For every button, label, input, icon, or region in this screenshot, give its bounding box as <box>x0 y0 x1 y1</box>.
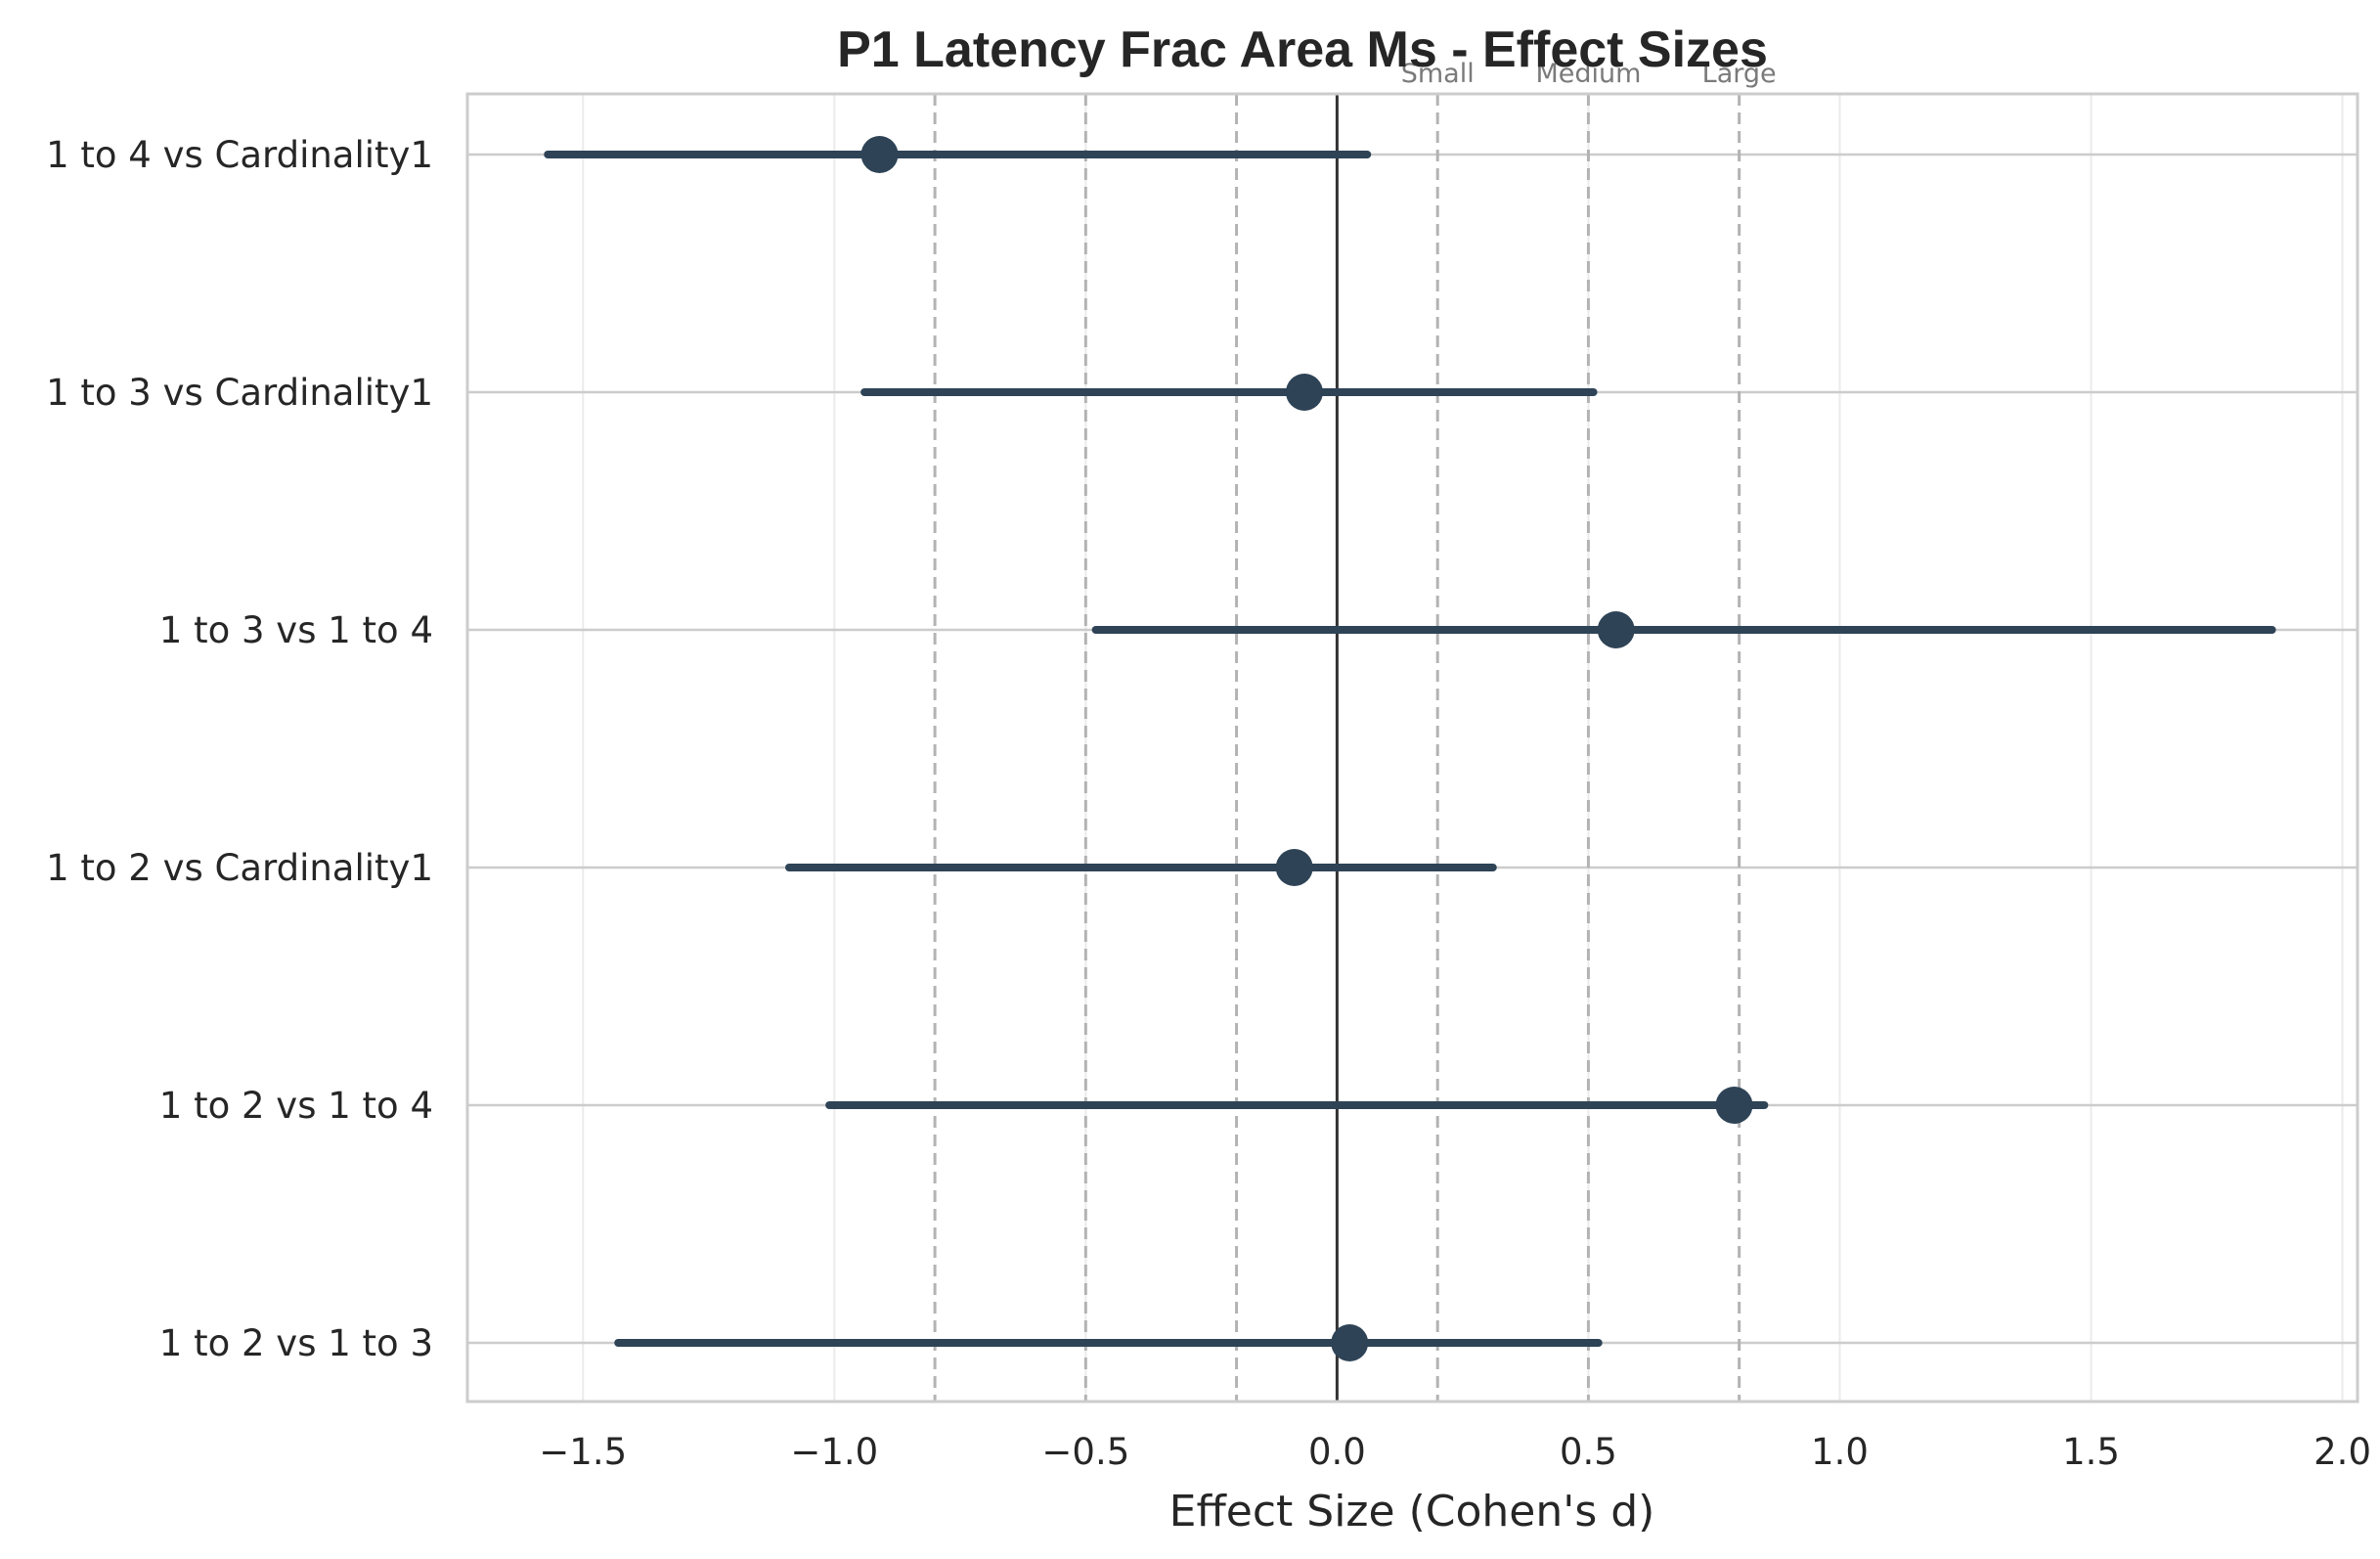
y-tick-label: 1 to 2 vs 1 to 3 <box>159 1322 433 1364</box>
reference-line-label: Small <box>1401 59 1475 89</box>
x-tick-label: 1.5 <box>2062 1431 2120 1473</box>
x-tick-labels: −1.5 −1.0 −0.5 0.0 0.5 1.0 1.5 2.0 <box>539 1431 2371 1473</box>
data-layer <box>544 136 2276 1361</box>
y-tick-label: 1 to 4 vs Cardinality1 <box>46 134 433 176</box>
effect-size-point <box>1597 611 1635 648</box>
effect-size-point <box>1715 1087 1753 1124</box>
x-tick-label: 1.0 <box>1811 1431 1869 1473</box>
plot-area-background <box>467 94 2358 1402</box>
x-tick-label: 2.0 <box>2314 1431 2371 1473</box>
x-tick-label: −0.5 <box>1041 1431 1129 1473</box>
y-tick-label: 1 to 3 vs 1 to 4 <box>159 609 433 651</box>
y-tick-label: 1 to 3 vs Cardinality1 <box>46 372 433 414</box>
x-tick-label: −1.0 <box>790 1431 878 1473</box>
chart-title: P1 Latency Frac Area Ms - Effect Sizes <box>837 22 1768 78</box>
x-axis-label: Effect Size (Cohen's d) <box>1169 1487 1655 1537</box>
effect-size-point <box>860 136 899 173</box>
effect-size-point <box>1285 374 1323 411</box>
y-tick-label: 1 to 2 vs Cardinality1 <box>46 847 433 889</box>
x-tick-label: −1.5 <box>539 1431 627 1473</box>
reference-line-label: Large <box>1702 59 1777 89</box>
y-tick-labels: 1 to 4 vs Cardinality1 1 to 3 vs Cardinal… <box>46 134 433 1364</box>
effect-size-point <box>1331 1324 1369 1361</box>
effect-size-point <box>1275 849 1313 886</box>
y-tick-label: 1 to 2 vs 1 to 4 <box>159 1085 433 1127</box>
x-tick-label: 0.5 <box>1560 1431 1617 1473</box>
reference-lines-layer: Small Medium Large <box>933 59 1777 1402</box>
plot-frame <box>465 92 2359 1403</box>
x-tick-label: 0.0 <box>1308 1431 1366 1473</box>
reference-line-label: Medium <box>1535 59 1641 89</box>
